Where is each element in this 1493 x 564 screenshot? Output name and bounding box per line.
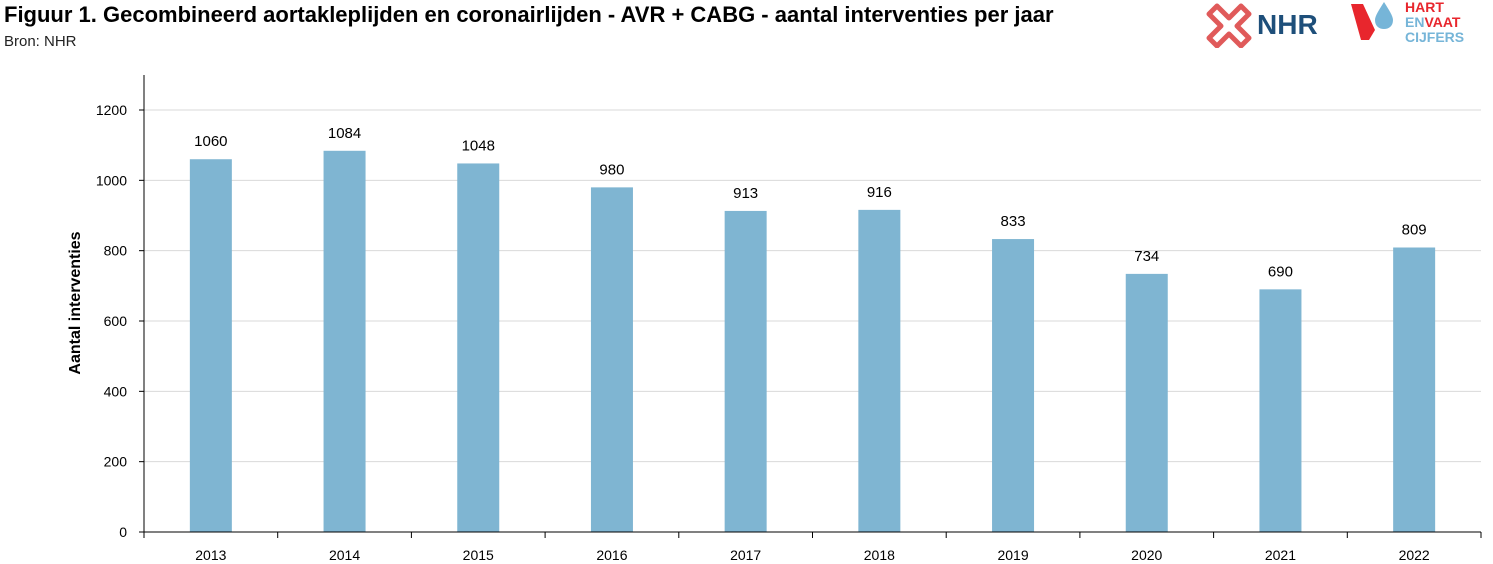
axes [139, 75, 1482, 538]
x-tick-label: 2019 [997, 547, 1028, 563]
data-label-2016: 980 [599, 161, 624, 178]
data-label-2020: 734 [1134, 248, 1159, 265]
y-tick-labels: 0 200 400 600 800 1000 1200 [96, 102, 127, 540]
data-label-2019: 833 [1001, 213, 1026, 230]
x-tick-label: 2013 [195, 547, 226, 563]
x-tick-label: 2015 [463, 547, 494, 563]
data-label-2014: 1084 [328, 125, 361, 142]
hvc-drop-icon [1375, 2, 1393, 29]
data-labels: 1060 1084 1048 980 913 916 833 734 690 809 [194, 125, 1427, 281]
bar-2020 [1125, 273, 1168, 532]
y-axis-title: Aantal interventies [67, 231, 84, 374]
y-tick-label: 1000 [96, 172, 127, 188]
y-tick-label: 800 [104, 243, 128, 259]
x-tick-label: 2022 [1399, 547, 1430, 563]
gridlines [144, 109, 1481, 463]
hvc-text-vaat: VAAT [1424, 14, 1460, 30]
data-label-2013: 1060 [194, 133, 227, 150]
chart-title: Figuur 1. Gecombineerd aortakleplijden e… [4, 2, 1054, 27]
bars [189, 150, 1436, 533]
nhr-logo: NHR [1206, 3, 1318, 48]
bar-2015 [457, 163, 500, 532]
hvc-heart-icon [1351, 4, 1375, 40]
bar-2016 [590, 187, 633, 532]
data-label-2022: 809 [1402, 222, 1427, 239]
x-tick-label: 2017 [730, 547, 761, 563]
y-tick-label: 200 [104, 454, 128, 470]
x-tick-label: 2020 [1131, 547, 1162, 563]
data-label-2018: 916 [867, 184, 892, 201]
bar-2018 [858, 209, 901, 532]
y-tick-label: 400 [104, 383, 128, 399]
bar-2017 [724, 210, 767, 532]
y-tick-label: 0 [119, 524, 127, 540]
nhr-logo-text: NHR [1257, 9, 1318, 40]
x-tick-label: 2021 [1265, 547, 1296, 563]
bar-2019 [992, 239, 1035, 533]
bar-2013 [189, 159, 232, 532]
hvc-text-envaat: ENVAAT [1405, 14, 1461, 30]
x-tick-labels: 2013 2014 2015 2016 2017 2018 2019 2020 2021 2022 [195, 547, 1430, 563]
bar-2021 [1259, 289, 1302, 532]
x-tick-label: 2018 [864, 547, 895, 563]
chart-source: Bron: NHR [4, 33, 77, 50]
hart-en-vaat-cijfers-logo: HART ENVAAT CIJFERS [1351, 0, 1464, 45]
x-tick-label: 2014 [329, 547, 360, 563]
hvc-text-en: EN [1405, 14, 1424, 30]
bar-2014 [323, 150, 366, 532]
hvc-text-hart: HART [1405, 0, 1444, 15]
logo-group: NHR HART ENVAAT CIJFERS [1206, 0, 1464, 48]
x-tick-label: 2016 [596, 547, 627, 563]
data-label-2015: 1048 [462, 137, 495, 154]
nhr-cross-icon [1206, 3, 1252, 48]
hvc-text-cijfers: CIJFERS [1405, 29, 1464, 45]
bar-2022 [1393, 247, 1436, 533]
y-tick-label: 1200 [96, 102, 127, 118]
y-tick-label: 600 [104, 313, 128, 329]
data-label-2021: 690 [1268, 263, 1293, 280]
data-label-2017: 913 [733, 185, 758, 202]
